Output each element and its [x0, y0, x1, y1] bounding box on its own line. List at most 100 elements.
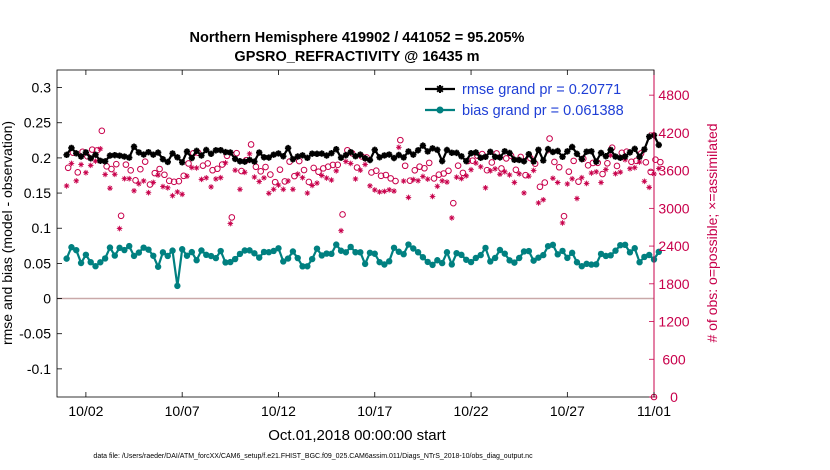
rmse-point — [198, 152, 205, 159]
rmse-point — [496, 154, 504, 161]
bias-point — [126, 242, 133, 250]
bias-point — [491, 254, 499, 262]
obs-possible-point — [88, 146, 96, 153]
obs-possible-point — [430, 175, 438, 182]
x-tick-label: 10/22 — [454, 403, 489, 419]
rmse-point — [390, 154, 398, 162]
obs-possible-point — [459, 169, 467, 177]
obs-assimilated-point — [656, 165, 662, 172]
obs-assimilated-point — [261, 175, 267, 181]
y-right-tick-label: 4800 — [658, 87, 689, 103]
rmse-point — [106, 152, 114, 159]
obs-assimilated-point — [83, 169, 89, 176]
rmse-point — [217, 146, 224, 154]
obs-assimilated-point — [309, 182, 315, 189]
rmse-point — [540, 157, 547, 164]
obs-possible-point — [291, 172, 298, 180]
obs-possible-point — [117, 212, 125, 220]
rmse-point — [458, 153, 465, 160]
obs-possible-point — [536, 183, 544, 191]
bias-point — [559, 247, 566, 255]
bias-point — [520, 248, 528, 255]
bias-point — [477, 251, 484, 259]
rmse-point — [207, 150, 215, 158]
bias-point — [626, 249, 634, 256]
rmse-point — [477, 154, 484, 161]
obs-possible-point — [435, 171, 443, 178]
obs-assimilated-point — [136, 180, 142, 187]
obs-assimilated-point — [198, 176, 205, 183]
bias-point — [92, 263, 99, 270]
bias-point — [506, 257, 513, 264]
y-left-tick-label: -0.1 — [27, 361, 51, 377]
obs-assimilated-point — [612, 170, 619, 177]
obs-possible-point — [425, 159, 433, 167]
obs-possible-point — [329, 161, 337, 169]
rmse-point — [414, 147, 422, 154]
bias-point — [193, 257, 200, 264]
obs-assimilated-point — [347, 160, 354, 167]
rmse-point — [352, 152, 359, 160]
obs-assimilated-point — [583, 180, 590, 187]
y-axis-label-left: rmse and bias (model - observation) — [0, 121, 15, 345]
obs-possible-point — [228, 214, 236, 221]
bias-point — [87, 258, 94, 266]
obs-assimilated-point — [314, 180, 320, 186]
rmse-point — [231, 155, 239, 163]
obs-possible-point — [204, 160, 212, 167]
obs-assimilated-point — [603, 166, 609, 173]
bias-point — [544, 242, 552, 250]
obs-assimilated-point — [497, 171, 503, 178]
obs-assimilated-point — [636, 159, 643, 165]
rmse-point — [260, 154, 268, 161]
obs-possible-point — [449, 199, 457, 207]
rmse-point — [361, 155, 369, 162]
rmse-point — [121, 153, 128, 160]
bias-point — [154, 263, 162, 270]
chart-title-line1: Northern Hemisphere 419902 / 441052 = 95… — [190, 30, 525, 46]
obs-possible-point — [599, 170, 606, 178]
bias-point — [135, 249, 143, 256]
bias-point — [568, 249, 576, 257]
obs-possible-point — [276, 166, 284, 173]
rmse-point — [313, 150, 321, 158]
obs-assimilated-point — [285, 178, 291, 184]
obs-assimilated-point — [371, 187, 378, 193]
legend-rmse-label: rmse grand pr = 0.20771 — [462, 82, 621, 98]
obs-possible-point — [372, 167, 380, 174]
obs-assimilated-point — [381, 188, 388, 195]
bias-point — [390, 244, 398, 251]
rmse-point — [621, 153, 629, 160]
y-left-tick-label: 0.15 — [24, 185, 51, 201]
bias-point — [621, 241, 629, 249]
obs-assimilated-point — [68, 160, 75, 167]
bias-point — [164, 252, 171, 260]
rmse-point — [424, 148, 431, 155]
plot-border — [56, 69, 655, 398]
bias-point — [631, 245, 638, 252]
bias-point — [588, 261, 595, 268]
rmse-point — [73, 150, 80, 157]
obs-assimilated-point — [92, 158, 99, 164]
rmse-point — [487, 148, 494, 156]
obs-possible-point — [469, 157, 476, 164]
obs-assimilated-point — [78, 161, 84, 168]
obs-possible-point — [112, 160, 120, 168]
rmse-point — [525, 150, 533, 158]
bias-point — [178, 246, 186, 253]
obs-possible-point — [421, 164, 428, 172]
rmse-point — [357, 151, 364, 158]
obs-assimilated-point — [357, 167, 364, 173]
y-left-tick-label: -0.05 — [19, 326, 51, 342]
obs-assimilated-point — [140, 178, 147, 184]
rmse-point — [578, 155, 585, 163]
obs-assimilated-point — [535, 200, 542, 206]
rmse-point — [328, 150, 335, 157]
bias-point — [429, 261, 436, 269]
y-left-tick-label: 0.3 — [32, 80, 52, 96]
rmse-point — [92, 151, 99, 158]
bias-point — [554, 251, 561, 258]
obs-possible-point — [541, 179, 549, 186]
bias-point — [602, 252, 610, 260]
obs-assimilated-point — [333, 168, 340, 174]
